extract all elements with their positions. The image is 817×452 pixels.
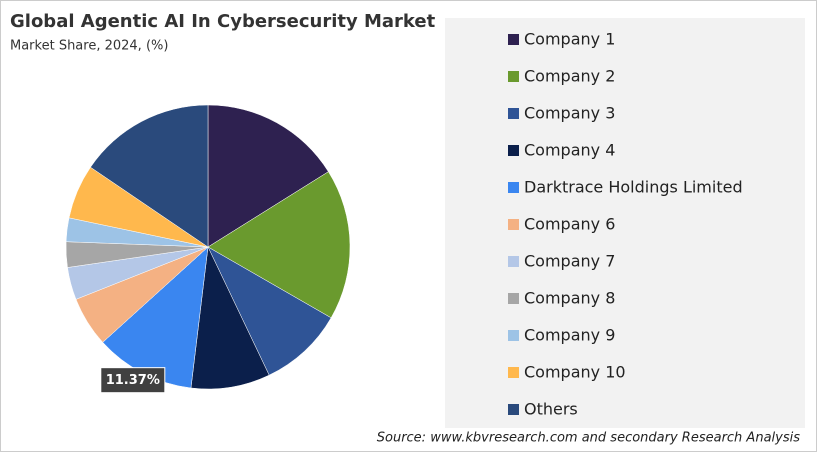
legend-swatch xyxy=(508,367,519,378)
legend-swatch xyxy=(508,219,519,230)
legend-label: Company 6 xyxy=(524,215,615,234)
pie-slice xyxy=(207,104,329,248)
legend-swatch xyxy=(508,71,519,82)
legend-label: Company 4 xyxy=(524,141,615,160)
source: Source: www.kbvresearch.com and secondar… xyxy=(377,431,800,446)
legend-panel xyxy=(445,18,805,428)
legend-label: Company 3 xyxy=(524,104,615,123)
pie-slice xyxy=(90,104,209,248)
legend-label: Company 2 xyxy=(524,67,615,86)
legend-label: Company 1 xyxy=(524,30,615,49)
chart-subtitle: Market Share, 2024, (%) xyxy=(10,39,168,54)
legend-label: Company 8 xyxy=(524,289,615,308)
legend-swatch xyxy=(508,293,519,304)
legend-swatch xyxy=(508,330,519,341)
legend-label: Company 9 xyxy=(524,326,615,345)
data-label-box xyxy=(100,367,166,394)
pie-slice xyxy=(207,171,351,319)
legend-swatch xyxy=(508,145,519,156)
pie-slice xyxy=(190,246,270,390)
legend-swatch xyxy=(508,182,519,193)
legend-swatch xyxy=(508,108,519,119)
legend-swatch xyxy=(508,256,519,267)
legend-swatch xyxy=(508,34,519,45)
legend-label: Company 7 xyxy=(524,252,615,271)
legend-label: Darktrace Holdings Limited xyxy=(524,178,743,197)
pie-slice xyxy=(207,246,332,376)
data-label: 11.37% xyxy=(106,373,160,388)
legend-label: Company 10 xyxy=(524,363,626,382)
chart-title: Global Agentic AI In Cybersecurity Marke… xyxy=(10,11,436,32)
legend-label: Others xyxy=(524,400,578,419)
legend-swatch xyxy=(508,404,519,415)
